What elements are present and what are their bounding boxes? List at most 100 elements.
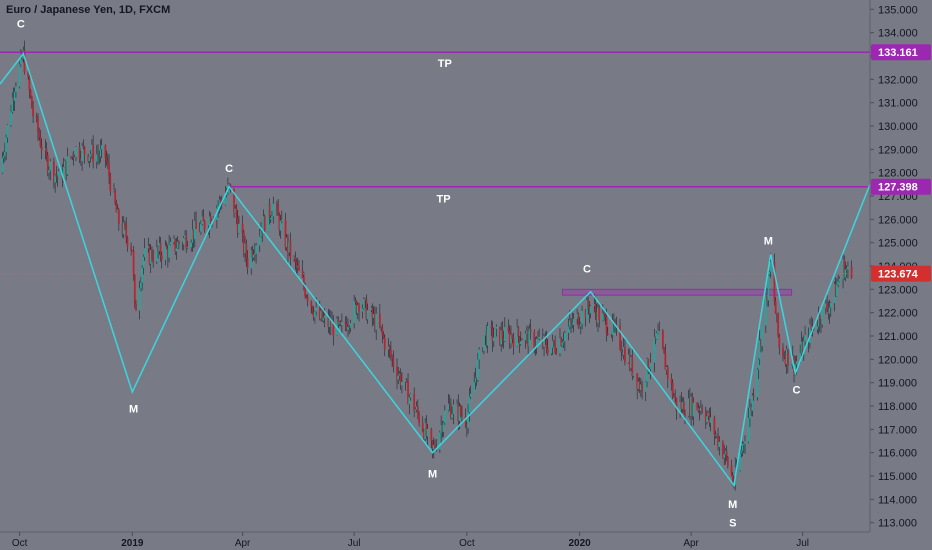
candle-body-265 [456, 403, 458, 405]
candle-body-14 [23, 50, 26, 73]
candle-body-490 [842, 259, 844, 279]
resistance-zone-layer [561, 288, 793, 296]
candle-body-362 [621, 352, 624, 355]
candle-body-382 [655, 333, 658, 340]
candle-body-139 [238, 223, 240, 234]
candle-body-114 [195, 220, 197, 229]
candle-body-476 [817, 314, 820, 327]
candle-body-364 [624, 347, 626, 363]
candle-body-152 [261, 230, 264, 235]
candle-body-203 [348, 326, 351, 328]
candle-body-434 [744, 441, 746, 444]
candle-body-40 [70, 156, 72, 158]
candle-body-255 [439, 432, 441, 450]
candle-body-168 [288, 241, 291, 253]
candle-body-483 [828, 307, 831, 314]
candle-body-27 [46, 155, 49, 173]
candle-body-228 [391, 356, 394, 358]
candle-body-11 [19, 53, 22, 65]
candle-body-415 [713, 417, 716, 435]
candle-body-460 [790, 365, 793, 367]
candle-body-442 [758, 340, 761, 360]
candle-body-466 [800, 341, 803, 354]
candle-body-339 [581, 310, 583, 324]
candle-body-371 [637, 381, 640, 389]
candle-body-180 [310, 301, 313, 307]
candle-body-243 [416, 406, 419, 414]
candle-body-385 [662, 330, 664, 348]
candle-body-206 [354, 300, 357, 302]
candle-body-148 [253, 253, 256, 255]
candle-body-70 [121, 223, 124, 235]
candle-body-199 [340, 322, 343, 326]
candle-body-47 [81, 145, 83, 162]
candle-body-15 [27, 72, 30, 78]
annotation-label-6: C [583, 263, 591, 275]
candle-body-433 [742, 443, 745, 445]
candle-body-142 [244, 243, 246, 254]
candle-body-226 [388, 346, 391, 350]
x-tick-label-3: Jul [348, 538, 361, 549]
candle-body-408 [700, 407, 702, 411]
candle-body-63 [108, 163, 110, 177]
candle-body-359 [615, 324, 618, 326]
candle-body-108 [185, 235, 188, 249]
candle-body-488 [837, 281, 840, 285]
candle-body-322 [552, 340, 555, 345]
candle-body-137 [235, 208, 238, 219]
candle-body-26 [45, 148, 48, 156]
candle-body-249 [426, 428, 429, 437]
candle-body-234 [401, 381, 403, 386]
candle-body-222 [381, 327, 384, 335]
candle-body-465 [799, 353, 802, 362]
y-tick-label-22: 113.000 [878, 518, 917, 530]
candle-body-342 [587, 300, 590, 309]
candle-body-42 [72, 154, 75, 158]
candle-body-94 [160, 255, 163, 260]
candle-body-179 [306, 296, 309, 302]
candle-body-333 [571, 322, 574, 325]
candle-body-480 [824, 303, 827, 308]
annotation-label-3: C [225, 163, 233, 175]
candle-body-45 [78, 147, 81, 159]
candle-body-92 [158, 242, 161, 252]
candle-body-253 [434, 445, 436, 449]
candle-body-53 [91, 144, 93, 155]
candle-body-119 [203, 221, 206, 230]
candle-body-80 [138, 288, 141, 311]
candle-body-304 [521, 340, 523, 342]
candle-body-39 [66, 156, 69, 175]
candle-body-104 [178, 241, 180, 245]
candle-body-130 [224, 195, 227, 205]
candle-body-49 [83, 146, 86, 155]
candle-body-205 [353, 300, 356, 324]
candle-body-478 [820, 323, 822, 325]
candle-body-457 [784, 356, 787, 365]
candle-body-395 [679, 402, 681, 411]
candle-body-50 [87, 154, 90, 162]
candle-body-110 [190, 242, 193, 248]
candle-body-383 [657, 330, 659, 334]
candle-body-201 [345, 323, 348, 330]
candle-body-122 [209, 216, 212, 224]
y-tick-label-9: 126.000 [878, 214, 918, 226]
candle-body-387 [664, 353, 667, 370]
candle-body-189 [323, 315, 326, 319]
annotation-label-7: M [764, 235, 773, 247]
candle-body-324 [555, 351, 558, 354]
candle-body-185 [318, 307, 321, 319]
candle-body-475 [816, 326, 819, 330]
candle-body-75 [130, 246, 133, 251]
candle-body-176 [302, 276, 305, 287]
y-tick-label-6: 129.000 [878, 144, 918, 156]
candle-body-131 [225, 192, 228, 196]
candle-body-22 [38, 132, 41, 138]
candle-body-181 [311, 306, 314, 313]
candle-body-481 [826, 303, 829, 310]
candle-body-242 [415, 406, 418, 410]
candle-body-445 [764, 294, 767, 326]
candle-body-231 [397, 375, 400, 380]
y-tick-label-7: 128.000 [878, 168, 918, 180]
candle-body-397 [681, 401, 684, 409]
